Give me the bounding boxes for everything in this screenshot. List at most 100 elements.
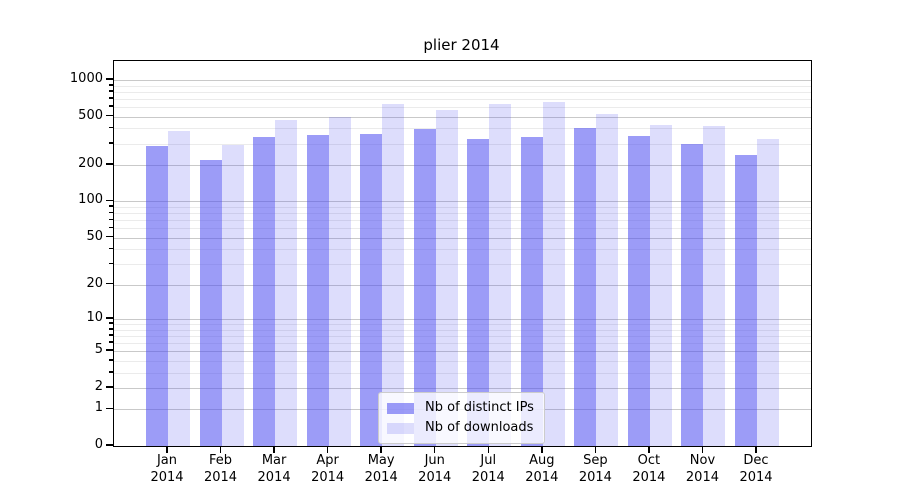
x-tick-label-month: Oct (637, 453, 661, 468)
x-tick-label-month: Nov (689, 453, 716, 468)
y-tick-minor (109, 334, 113, 336)
x-tick-label-year: 2014 (578, 470, 612, 485)
x-tick-label-year: 2014 (203, 470, 238, 485)
bar-distinct-ips (627, 136, 650, 446)
x-tick (326, 446, 329, 453)
y-tick-minor (109, 211, 113, 214)
gridline-minor (114, 206, 811, 208)
x-tick-label-year: 2014 (418, 470, 452, 485)
y-tick-major (106, 235, 113, 238)
bar-distinct-ips (306, 135, 329, 446)
gridline-minor (114, 249, 811, 251)
gridline-major (114, 116, 811, 118)
x-tick-label: May 2014 (354, 452, 408, 486)
bar-downloads (435, 110, 458, 446)
bar-distinct-ips (735, 155, 757, 446)
gridline-minor (114, 228, 811, 230)
legend-entry-downloads: Nb of downloads (387, 418, 536, 438)
y-tick-minor (109, 359, 113, 361)
gridline-minor (114, 264, 811, 266)
y-tick-label: 10 (86, 309, 103, 325)
gridline-major (114, 387, 811, 389)
gridline-minor (114, 342, 811, 344)
y-tick-label: 500 (78, 107, 103, 123)
y-tick-major (106, 163, 113, 165)
x-tick-label: Oct 2014 (622, 452, 676, 486)
x-tick (273, 446, 275, 453)
y-tick-minor (109, 247, 113, 250)
y-tick-major (106, 386, 113, 388)
y-tick-label: 1 (94, 400, 103, 416)
bar-distinct-ips (574, 127, 597, 446)
y-tick-major (106, 282, 113, 285)
y-tick-major (106, 407, 113, 410)
y-tick-label: 5 (94, 342, 103, 358)
y-tick-minor (109, 262, 113, 265)
bar-downloads (596, 114, 619, 446)
legend-entry-distinct-ips: Nb of distinct IPs (387, 398, 536, 418)
bar-downloads (275, 120, 298, 446)
y-tick-major (106, 78, 113, 80)
y-tick-label: 2 (94, 378, 103, 394)
bar-distinct-ips (253, 136, 276, 446)
y-tick-major (106, 199, 113, 202)
x-tick (541, 446, 543, 453)
x-tick (380, 446, 382, 453)
y-tick-major (106, 444, 113, 446)
bar-distinct-ips (146, 146, 168, 446)
gridline-minor (114, 106, 811, 108)
x-tick-label-month: May (367, 453, 395, 468)
x-tick-label-year: 2014 (632, 470, 666, 485)
x-tick-label-month: Aug (529, 453, 555, 468)
gridline-minor (114, 372, 811, 374)
y-tick-minor (109, 341, 113, 343)
bar-downloads (542, 101, 565, 446)
bar-downloads (328, 116, 351, 446)
x-tick (433, 446, 436, 453)
y-tick-major (106, 349, 113, 351)
x-tick-label: Feb 2014 (194, 452, 248, 486)
x-tick-label: Jan 2014 (140, 452, 194, 486)
gridline-minor (114, 213, 811, 215)
gridline-major (114, 79, 811, 81)
y-tick-minor (109, 328, 113, 330)
bar-distinct-ips (681, 143, 704, 446)
gridline-minor (114, 335, 811, 337)
x-tick (487, 446, 490, 453)
y-tick-minor (109, 90, 113, 92)
x-tick-label-year: 2014 (471, 470, 505, 485)
x-tick-label: Jul 2014 (461, 452, 515, 486)
gridline-minor (114, 128, 811, 130)
x-tick-label-month: Mar (261, 453, 287, 468)
bar-downloads (489, 104, 512, 446)
x-tick-label-year: 2014 (150, 470, 184, 485)
x-tick-label: Dec 2014 (729, 452, 783, 486)
gridline-minor (114, 220, 811, 222)
y-tick-major (106, 317, 113, 319)
gridline-minor (114, 98, 811, 100)
x-tick-label-year: 2014 (685, 470, 719, 485)
bar-downloads (221, 145, 244, 446)
bar-downloads (703, 125, 726, 446)
y-tick-minor (109, 371, 113, 373)
gridline-major (114, 284, 811, 286)
x-tick-label: Jun 2014 (408, 452, 462, 486)
y-tick-label: 200 (78, 156, 103, 171)
y-tick-label: 50 (86, 228, 103, 244)
bar-distinct-ips (467, 138, 490, 446)
legend-label-downloads: Nb of downloads (425, 420, 534, 435)
y-tick-label: 100 (78, 192, 103, 208)
y-tick-major (106, 114, 113, 117)
x-tick-label: Nov 2014 (675, 452, 729, 486)
bar-downloads (757, 138, 779, 446)
x-tick-label-month: Feb (209, 453, 233, 468)
y-tick-label: 1000 (69, 70, 103, 86)
bar-downloads (649, 124, 672, 446)
y-tick-minor (109, 322, 113, 324)
gridline-major (114, 351, 811, 353)
x-tick-label-year: 2014 (525, 470, 559, 485)
y-tick-minor (109, 97, 113, 99)
gridline-minor (114, 329, 811, 331)
bar-downloads (168, 131, 190, 446)
x-tick-label-month: Jul (480, 453, 497, 468)
